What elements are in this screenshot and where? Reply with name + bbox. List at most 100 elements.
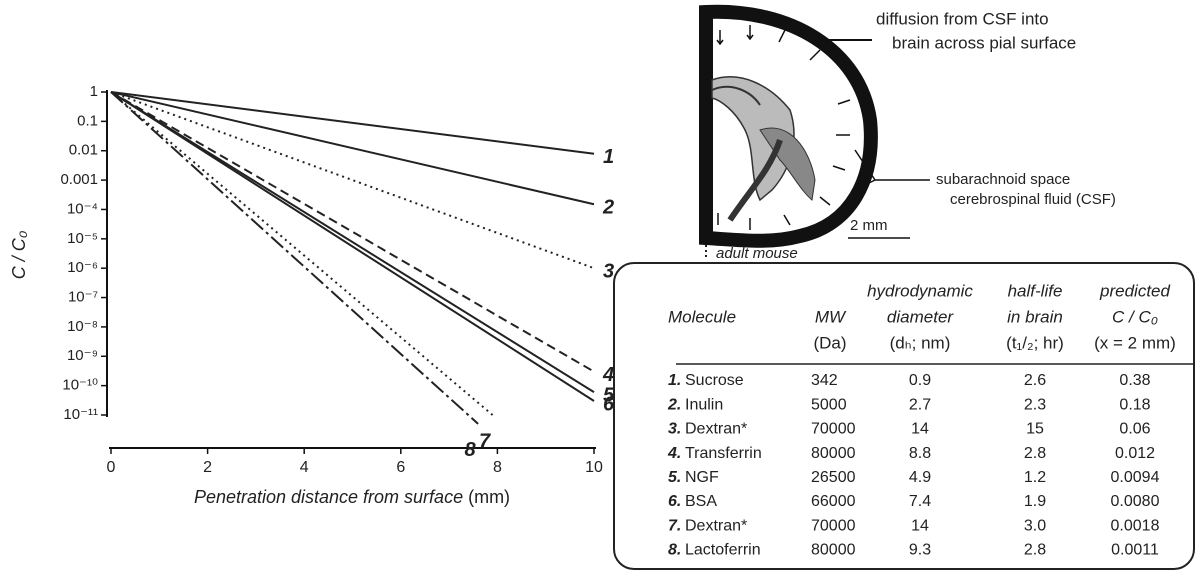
data-line <box>110 91 595 393</box>
table-cell: 14 <box>911 517 929 534</box>
y-tick-label: 0.1 <box>77 112 98 129</box>
callout-text: diffusion from CSF into <box>876 9 1049 28</box>
table-cell: 2.7 <box>909 396 931 413</box>
table-header: MW <box>815 307 847 326</box>
molecule-name: Transferrin <box>685 445 762 462</box>
table-frame <box>613 262 1195 570</box>
table-header: in brain <box>1007 307 1063 326</box>
table-header: Molecule <box>668 307 736 326</box>
table-cell: 9.3 <box>909 542 931 559</box>
x-tick-label: 4 <box>300 459 309 476</box>
table-cell: 0.0011 <box>1111 542 1159 559</box>
y-tick-label: 10⁻⁵ <box>67 230 98 247</box>
brain-diagram: diffusion from CSF into brain across pia… <box>699 4 1116 262</box>
table-cell: 0.9 <box>909 372 931 389</box>
row-number: 2. <box>667 396 681 413</box>
table-cell: 5000 <box>811 396 847 413</box>
x-tick-label: 2 <box>203 459 212 476</box>
table-header: half-life <box>1008 281 1063 300</box>
table-cell: 1.2 <box>1024 469 1046 486</box>
table-cell: 3.0 <box>1024 517 1046 534</box>
row-number: 5. <box>668 469 681 486</box>
line-label: 1 <box>603 146 614 168</box>
table-cell: 70000 <box>811 421 856 438</box>
x-axis-label: Penetration distance from surface (mm) <box>194 487 510 507</box>
table-cell: 2.3 <box>1024 396 1046 413</box>
x-axis-label-text: Penetration distance from surface <box>194 487 463 507</box>
table-header: (Da) <box>813 333 846 352</box>
line-label: 6 <box>603 393 615 415</box>
brain-tract <box>727 139 783 222</box>
brain-tract <box>711 85 761 106</box>
table-cell: 66000 <box>811 493 856 510</box>
line-label: 2 <box>602 197 614 219</box>
molecule-name: Dextran* <box>685 517 747 534</box>
row-number: 4. <box>667 445 681 462</box>
data-line <box>110 91 595 373</box>
data-line <box>110 91 595 402</box>
x-tick-label: 6 <box>396 459 405 476</box>
row-number: 1. <box>668 372 681 389</box>
table-header: (t₁/₂; hr) <box>1006 333 1064 352</box>
table-cell: 2.8 <box>1024 445 1046 462</box>
x-tick-label: 10 <box>585 459 603 476</box>
line-label: 3 <box>603 260 614 282</box>
table-cell: 0.18 <box>1119 396 1150 413</box>
data-line <box>110 91 479 425</box>
molecule-name: BSA <box>685 493 717 510</box>
y-tick-label: 10⁻¹¹ <box>63 406 98 423</box>
x-tick-label: 0 <box>107 459 116 476</box>
table-cell: 2.8 <box>1024 542 1046 559</box>
table-cell: 7.4 <box>909 493 931 510</box>
table-cell: 0.012 <box>1115 445 1155 462</box>
y-tick-label: 0.01 <box>69 142 98 159</box>
table-header: hydrodynamic <box>867 281 973 300</box>
line-label: 5 <box>603 384 615 406</box>
y-tick-label: 10⁻⁴ <box>67 200 98 217</box>
table-cell: 1.9 <box>1024 493 1046 510</box>
table-cell: 0.0080 <box>1111 493 1160 510</box>
data-line <box>110 91 494 416</box>
brain-region <box>759 127 816 201</box>
y-tick-label: 0.001 <box>60 171 98 188</box>
row-number: 6. <box>668 493 681 510</box>
brain-region <box>711 76 795 202</box>
molecule-name: NGF <box>685 469 719 486</box>
table-cell: 0.06 <box>1119 421 1150 438</box>
table-cell: 8.8 <box>909 445 931 462</box>
table-cell: 2.6 <box>1024 372 1046 389</box>
table-cell: 80000 <box>811 445 856 462</box>
y-tick-label: 1 <box>90 83 98 100</box>
callout-text: brain across pial surface <box>892 33 1076 52</box>
molecule-name: Inulin <box>685 396 723 413</box>
table-cell: 4.9 <box>909 469 931 486</box>
line-label: 8 <box>465 439 477 461</box>
row-number: 8. <box>668 542 681 559</box>
molecule-name: Dextran* <box>685 421 747 438</box>
table-cell: 0.0018 <box>1111 517 1160 534</box>
table-header: diameter <box>887 307 954 326</box>
table-header: (x = 2 mm) <box>1094 333 1176 352</box>
table-cell: 0.38 <box>1119 372 1150 389</box>
table-header: predicted <box>1099 281 1170 300</box>
table-cell: 14 <box>911 421 929 438</box>
table-cell: 26500 <box>811 469 856 486</box>
y-axis-label: C / C₀ <box>9 230 29 279</box>
table-header: (dₕ; nm) <box>890 333 951 352</box>
molecule-name: Sucrose <box>685 372 744 389</box>
row-number: 7. <box>668 517 681 534</box>
data-line <box>110 91 595 155</box>
scale-label: 2 mm <box>850 217 888 234</box>
table-cell: 342 <box>811 372 838 389</box>
data-line <box>110 91 595 270</box>
table-header: C / C₀ <box>1112 307 1158 326</box>
y-tick-label: 10⁻⁹ <box>67 347 98 364</box>
table-cell: 15 <box>1026 421 1044 438</box>
arrows <box>716 25 851 230</box>
y-tick-label: 10⁻⁶ <box>67 259 98 276</box>
y-tick-label: 10⁻⁷ <box>68 289 98 306</box>
callout-text: subarachnoid space <box>936 171 1070 188</box>
molecule-name: Lactoferrin <box>685 542 761 559</box>
